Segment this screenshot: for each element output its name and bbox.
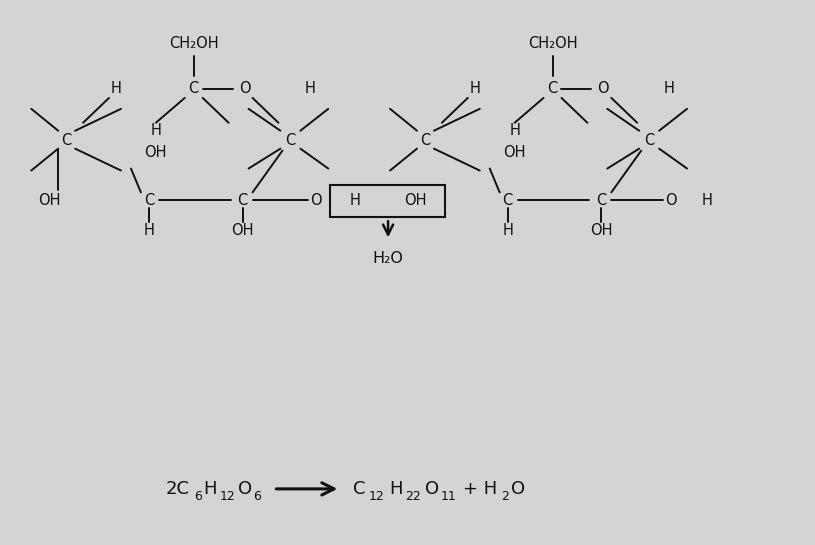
Text: H: H	[502, 223, 513, 238]
Text: 12: 12	[219, 490, 236, 504]
Text: 6: 6	[253, 490, 262, 504]
Bar	[330, 185, 445, 217]
Text: H: H	[509, 123, 520, 138]
Text: CH₂OH: CH₂OH	[527, 35, 577, 51]
Text: O: O	[597, 81, 609, 96]
Text: C: C	[597, 193, 606, 208]
Text: H: H	[350, 193, 360, 208]
Text: OH: OH	[403, 193, 426, 208]
Text: OH: OH	[231, 223, 253, 238]
Text: OH: OH	[504, 145, 526, 160]
Text: H: H	[111, 81, 121, 96]
Text: OH: OH	[38, 193, 60, 208]
Text: H: H	[389, 480, 403, 498]
Text: H: H	[305, 81, 315, 96]
Text: C: C	[285, 133, 296, 148]
Text: 11: 11	[441, 490, 456, 504]
Text: C: C	[353, 480, 366, 498]
Text: C: C	[548, 81, 557, 96]
Text: 2: 2	[500, 490, 509, 504]
Text: H: H	[469, 81, 480, 96]
Text: H: H	[151, 123, 161, 138]
Text: H: H	[702, 193, 712, 208]
Text: O: O	[425, 480, 439, 498]
Text: O: O	[665, 193, 677, 208]
Text: H: H	[663, 81, 675, 96]
Text: OH: OH	[144, 145, 167, 160]
Text: OH: OH	[590, 223, 613, 238]
Text: 6: 6	[194, 490, 201, 504]
Text: C: C	[237, 193, 248, 208]
Text: 22: 22	[405, 490, 421, 504]
Text: C: C	[143, 193, 154, 208]
Text: H: H	[204, 480, 217, 498]
Text: C: C	[188, 81, 199, 96]
Text: + H: + H	[463, 480, 497, 498]
Text: 12: 12	[369, 490, 385, 504]
Text: C: C	[61, 133, 71, 148]
Text: C: C	[503, 193, 513, 208]
Text: H₂O: H₂O	[372, 251, 403, 265]
Text: H: H	[143, 223, 154, 238]
Text: O: O	[511, 480, 525, 498]
Text: C: C	[420, 133, 430, 148]
Text: 2C: 2C	[165, 480, 190, 498]
Text: O: O	[238, 480, 252, 498]
Text: O: O	[311, 193, 322, 208]
Text: C: C	[644, 133, 654, 148]
Text: O: O	[239, 81, 250, 96]
Text: CH₂OH: CH₂OH	[169, 35, 218, 51]
